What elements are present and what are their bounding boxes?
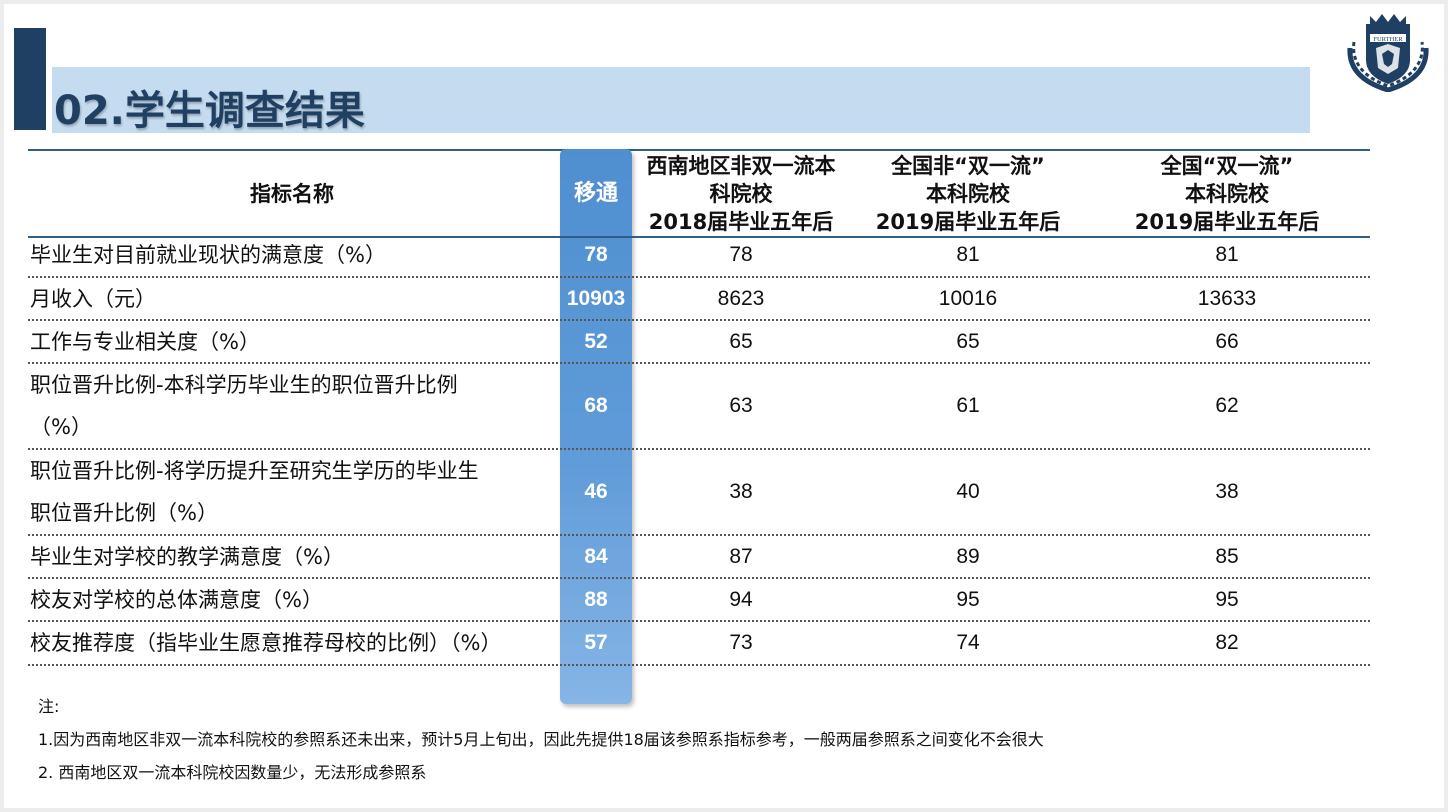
header-bottom-rule [28,236,1370,238]
notes: 注: 1.因为西南地区非双一流本科院校的参照系还未出来，预计5月上旬出，因此先提… [38,690,1044,789]
row-indicator-name: 月收入（元） [30,278,558,319]
header-col2-line3: 2019届毕业五年后 [875,210,1061,234]
header-col1: 西南地区非双一流本 科院校 2018届毕业五年后 [632,151,850,237]
row-col2-value: 89 [956,544,980,568]
row-indicator-line: （%） [30,415,92,439]
row-col2-value: 61 [956,394,980,417]
row-highlight-value: 78 [584,243,608,266]
row-highlight-value: 68 [584,394,608,417]
header-highlight-label: 移通 [573,181,618,206]
header-highlight: 移通 [560,151,632,237]
header-col3-line1: 全国“双一流” [1160,154,1294,178]
header-top-rule [28,149,1370,151]
title-band [52,67,1310,133]
row-indicator-line: 毕业生对学校的教学满意度（%） [30,544,344,569]
table-row: 工作与专业相关度（%） 52 65 65 66 [28,321,1370,364]
row-indicator-line: 职位晋升比例（%） [30,501,218,525]
row-col3-value: 85 [1215,544,1239,568]
row-col3-value: 95 [1215,587,1239,611]
header-col3-line2: 本科院校 [1185,182,1269,206]
row-col1-value: 78 [729,243,753,266]
row-col3-value: 82 [1215,631,1239,654]
notes-label: 注: [38,697,60,716]
table-row: 毕业生对目前就业现状的满意度（%） 78 78 81 81 [28,234,1370,278]
header-col3: 全国“双一流” 本科院校 2019届毕业五年后 [1104,151,1350,237]
row-col1-value: 63 [729,394,753,417]
row-highlight-value: 52 [584,329,608,353]
row-indicator-line: 职位晋升比例-将学历提升至研究生学历的毕业生 [30,459,479,483]
row-highlight-value: 88 [584,587,608,611]
row-col3-value: 13633 [1197,286,1257,310]
header-col2: 全国非“双一流” 本科院校 2019届毕业五年后 [850,151,1086,237]
row-indicator-line: 校友对学校的总体满意度（%） [30,587,323,612]
row-col3-value: 62 [1215,394,1239,417]
row-col1-value: 73 [729,631,753,654]
header-col1-line1: 西南地区非双一流本 [646,154,836,178]
row-col3-value: 66 [1215,329,1239,353]
row-col3-value: 38 [1215,480,1239,503]
header-col3-line3: 2019届毕业五年后 [1134,210,1320,234]
note-line-2: 2. 西南地区双一流本科院校因数量少，无法形成参照系 [38,763,427,782]
row-col2-value: 95 [956,587,980,611]
row-col2-value: 10016 [938,286,998,310]
row-indicator-line: 毕业生对目前就业现状的满意度（%） [30,243,386,267]
row-col2-value: 65 [956,329,980,353]
table-row: 毕业生对学校的教学满意度（%） 84 87 89 85 [28,536,1370,579]
logo-text: FURTHER [1373,36,1403,43]
row-col1-value: 87 [729,544,753,568]
row-indicator-name: 毕业生对目前就业现状的满意度（%） [30,234,558,276]
header-col1-line2: 科院校 [709,182,773,206]
row-indicator-name: 校友对学校的总体满意度（%） [30,579,558,620]
row-col1-value: 8623 [717,286,765,310]
row-indicator-name: 校友推荐度（指毕业生愿意推荐母校的比例）（%） [30,622,558,664]
row-indicator-name: 工作与专业相关度（%） [30,321,558,362]
row-indicator-line: 月收入（元） [30,286,156,311]
header-col2-line2: 本科院校 [926,182,1010,206]
row-indicator-name: 毕业生对学校的教学满意度（%） [30,536,558,577]
row-indicator-name: 职位晋升比例-本科学历毕业生的职位晋升比例 （%） [30,364,558,448]
table-row: 月收入（元） 10903 8623 10016 13633 [28,278,1370,321]
row-highlight-value: 10903 [566,286,626,310]
row-highlight-value: 46 [584,480,608,503]
row-highlight-value: 84 [584,544,608,568]
page-title: 02.学生调查结果 [54,88,365,134]
row-col2-value: 74 [956,631,980,654]
row-col1-value: 65 [729,329,753,353]
note-line-1: 1.因为西南地区非双一流本科院校的参照系还未出来，预计5月上旬出，因此先提供18… [38,730,1044,749]
row-indicator-line: 工作与专业相关度（%） [30,329,260,354]
table-row: 校友对学校的总体满意度（%） 88 94 95 95 [28,579,1370,622]
header-indicator: 指标名称 [28,151,556,237]
row-highlight-value: 57 [584,631,608,654]
row-indicator-line: 职位晋升比例-本科学历毕业生的职位晋升比例 [30,373,458,397]
row-col3-value: 81 [1215,243,1239,266]
row-col1-value: 94 [729,587,753,611]
header-col2-line1: 全国非“双一流” [891,154,1045,178]
row-col1-value: 38 [729,480,753,503]
crest-logo-icon: FURTHER [1347,14,1429,92]
row-col2-value: 40 [956,480,980,503]
highlight-column [560,149,632,704]
header-col1-line3: 2018届毕业五年后 [648,210,834,234]
header-indicator-label: 指标名称 [250,182,334,206]
table-row: 职位晋升比例-将学历提升至研究生学历的毕业生 职位晋升比例（%） 46 38 40 38 [28,450,1370,536]
table-row: 职位晋升比例-本科学历毕业生的职位晋升比例 （%） 68 63 61 62 [28,364,1370,450]
slide: 02.学生调查结果 FURTHER 指标名称 移通 西南地区非双一流本 科院校 … [4,4,1444,808]
row-col2-value: 81 [956,243,980,266]
title-accent-bar [14,28,46,130]
row-indicator-name: 职位晋升比例-将学历提升至研究生学历的毕业生 职位晋升比例（%） [30,450,558,534]
table-row: 校友推荐度（指毕业生愿意推荐母校的比例）（%） 57 73 74 82 [28,622,1370,666]
row-indicator-line: 校友推荐度（指毕业生愿意推荐母校的比例）（%） [30,631,502,655]
